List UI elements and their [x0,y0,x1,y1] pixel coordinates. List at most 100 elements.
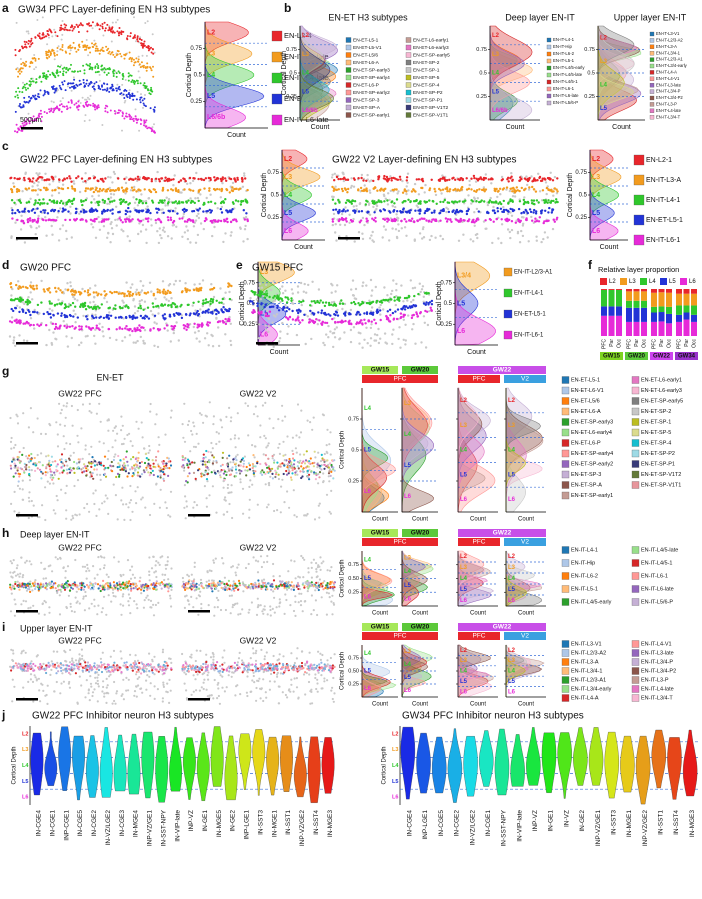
cell-dot [430,309,433,312]
cell-dot [105,293,108,296]
bar-segment [683,305,690,313]
cell-dot [243,228,247,231]
cell-dot [118,305,122,309]
cell-dot [28,479,32,482]
cell-dot [48,482,52,485]
cell-dot [353,211,357,214]
cell-dot [150,69,153,72]
cell-dot [434,236,437,239]
cell-dot [30,77,33,80]
cell-dot [182,324,185,327]
legend-swatch [546,93,552,99]
cell-dot [437,178,441,182]
cell-dot [197,312,201,316]
cell-dot [65,28,68,31]
cell-dot [376,310,380,314]
cell-dot [140,460,143,464]
legend-label: EN-IT-L4-V1 [656,76,680,81]
cell-dot [73,297,77,301]
cell-dot [112,72,115,75]
cell-dot [477,218,480,221]
cell-dot [150,46,152,49]
cell-dot [155,483,158,486]
cell-dot [144,506,147,509]
cell-dot [156,475,159,478]
cell-dot [97,179,100,183]
cell-dot [302,299,305,303]
cell-dot [51,233,54,236]
cell-dot [421,285,425,288]
cell-dot [150,290,153,293]
cell-dot [500,202,503,206]
cell-dot [56,69,59,72]
cell-dot [222,240,225,244]
cell-dot [360,210,364,213]
cell-dot [53,54,56,57]
cell-dot [123,177,126,181]
cell-dot [292,302,295,305]
bar-segment [676,293,682,306]
cell-dot [45,188,48,191]
cell-dot [71,202,74,205]
cell-dot [170,178,173,181]
cell-dot [304,342,307,346]
cell-dot [96,200,99,204]
cell-dot [14,221,17,224]
legend-label: EN-IT-L3-A [646,177,681,184]
cell-dot [38,37,41,39]
cell-dot [90,411,93,414]
cell-dot [162,471,165,474]
cell-dot [397,217,400,220]
cell-dot [395,289,398,292]
legend-label: EN-ET-L6-early1 [413,37,449,43]
cell-dot [39,210,43,213]
cell-dot [56,312,60,315]
cell-dot [439,200,442,204]
cell-dot [18,475,21,478]
cell-dot [104,177,107,180]
cell-dot [33,203,36,206]
cell-dot [61,224,65,227]
cell-dot [92,209,95,213]
cell-dot [191,179,195,183]
cell-dot [10,294,13,297]
cell-dot [207,344,210,347]
cell-dot [174,207,177,210]
cell-dot [214,220,217,223]
cell-dot [135,502,138,505]
cell-dot [547,177,551,181]
cell-dot [81,471,84,474]
cell-dot [387,192,390,195]
cell-dot [106,83,109,86]
cell-dot [127,472,130,475]
cell-dot [105,316,108,319]
cell-dot [251,300,254,303]
cell-dot [119,93,122,95]
cell-dot [152,75,155,78]
cell-dot [86,465,89,468]
cell-dot [497,237,500,240]
cell-dot [266,309,269,312]
cell-dot [124,115,127,118]
cell-dot [298,300,301,303]
bar-segment [641,300,647,308]
cell-dot [458,200,461,203]
cell-dot [325,321,329,325]
cell-dot [103,71,106,74]
cell-dot [185,209,188,212]
cell-dot [107,429,110,432]
cell-dot [509,236,512,240]
legend-swatch [649,89,655,94]
x-tick-label: Occ [616,339,622,348]
cell-dot [461,177,464,181]
legend-label: EN-IT-L3-V1 [656,31,680,36]
cell-dot [69,177,72,180]
cell-dot [131,292,135,296]
cell-dot [134,108,137,111]
cell-dot [272,300,275,303]
cell-dot [33,327,36,330]
cell-dot [341,210,345,213]
cell-dot [138,209,141,213]
cell-dot [111,200,114,203]
cell-dot [77,290,81,294]
